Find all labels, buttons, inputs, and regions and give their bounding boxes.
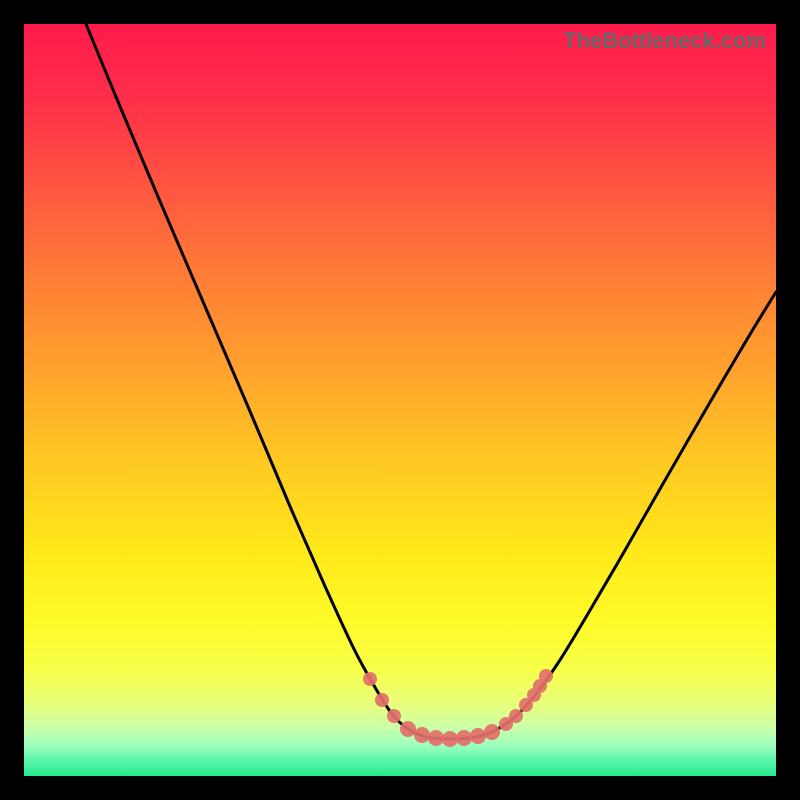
watermark-text: TheBottleneck.com — [563, 28, 766, 54]
chart-frame: TheBottleneck.com — [0, 0, 800, 800]
curve-marker — [509, 709, 523, 723]
curve-marker — [375, 693, 389, 707]
curve-marker — [387, 709, 401, 723]
curve-marker — [414, 727, 430, 743]
curve-marker — [428, 730, 444, 746]
bottleneck-curve-chart — [24, 24, 776, 776]
curve-marker — [484, 724, 500, 740]
curve-marker — [456, 730, 472, 746]
curve-marker — [470, 728, 486, 744]
curve-marker — [400, 721, 416, 737]
curve-marker — [539, 669, 553, 683]
curve-marker — [442, 731, 458, 747]
curve-marker — [363, 672, 377, 686]
chart-background — [24, 24, 776, 776]
